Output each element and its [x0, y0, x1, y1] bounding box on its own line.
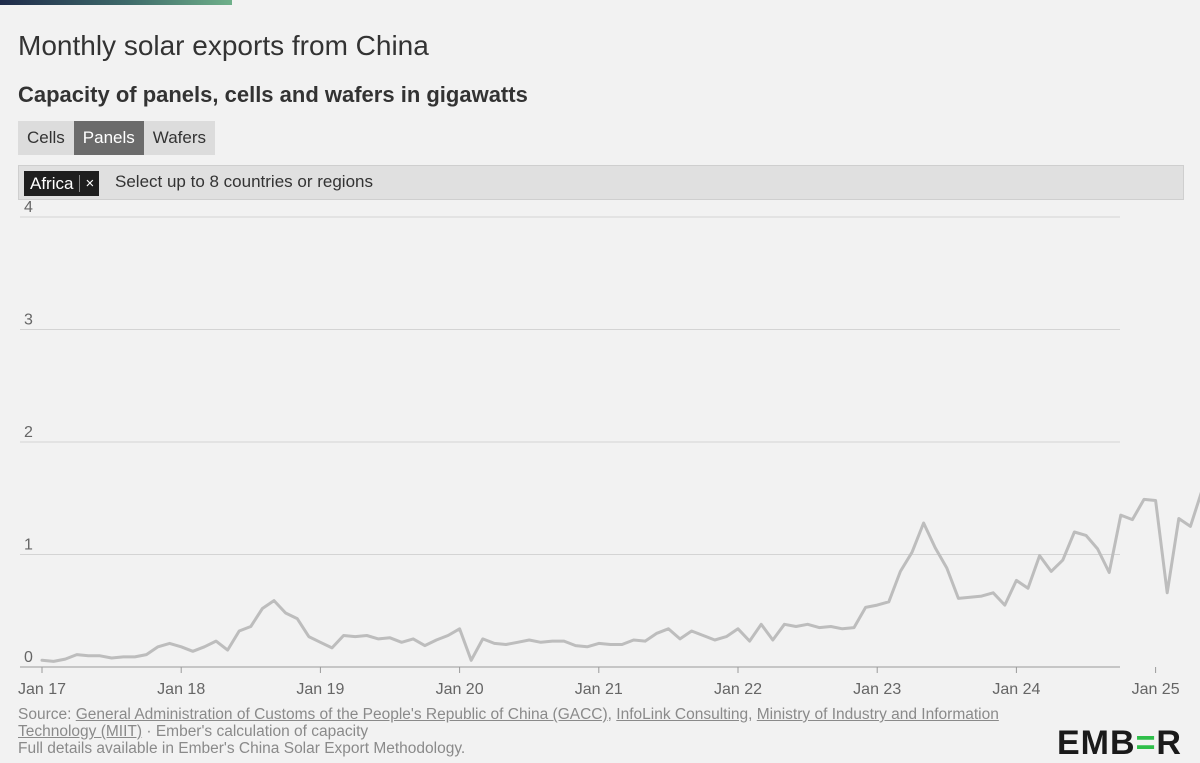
page-title: Monthly solar exports from China [18, 30, 429, 61]
y-axis-ticks: 0 1 2 3 4 [24, 200, 33, 666]
x-tick-label: Jan 24 [992, 681, 1040, 698]
logo-text-end: R [1156, 724, 1182, 762]
x-tick-label: Jan 17 [18, 681, 66, 698]
tab-cells[interactable]: Cells [18, 121, 74, 155]
chip-divider [79, 175, 81, 192]
y-tick-label: 3 [24, 312, 33, 329]
methodology-note: Full details available in Ember's China … [18, 740, 466, 757]
source-link-miit[interactable]: Ministry of Industry and Information Tec… [18, 706, 999, 740]
source-prefix: Source: [18, 706, 76, 723]
x-tick-label: Jan 19 [296, 681, 344, 698]
page-subtitle: Capacity of panels, cells and wafers in … [18, 82, 528, 107]
chart-series: Africa [40, 491, 1200, 663]
tab-panels[interactable]: Panels [73, 121, 144, 155]
close-icon[interactable]: × [85, 175, 95, 192]
source-note: Source: General Administration of Custom… [18, 706, 1018, 757]
source-link-gacc[interactable]: General Administration of Customs of the… [75, 706, 608, 723]
logo-e-mark: = [1135, 724, 1157, 762]
tab-wafers[interactable]: Wafers [143, 121, 215, 155]
x-tick-label: Jan 18 [157, 681, 205, 698]
x-tick-label: Jan 21 [575, 681, 623, 698]
chip-label: Africa [30, 173, 74, 193]
source-separator: , [748, 706, 757, 723]
region-selector[interactable]: Africa × Select up to 8 countries or reg… [18, 165, 1184, 200]
chart-gridlines [20, 216, 1120, 668]
source-suffix: · Ember's calculation of capacity [142, 723, 369, 740]
source-link-infolink[interactable]: InfoLink Consulting [616, 706, 749, 723]
logo-text-start: EMB [1057, 724, 1136, 762]
product-tabs: Cells Panels Wafers [18, 121, 215, 155]
x-tick-label: Jan 22 [714, 681, 762, 698]
x-tick-label: Jan 25 [1132, 681, 1180, 698]
y-tick-label: 1 [24, 537, 33, 554]
y-tick-label: 0 [24, 649, 33, 666]
y-tick-label: 2 [24, 424, 33, 441]
selector-placeholder: Select up to 8 countries or regions [115, 172, 373, 191]
header-accent-bar [0, 0, 232, 5]
x-tick-label: Jan 23 [853, 681, 901, 698]
source-separator: , [607, 706, 617, 723]
series-line-africa [40, 491, 1200, 663]
ember-logo: EMB=R [1057, 724, 1182, 763]
x-axis-ticks: Jan 17 Jan 18 Jan 19 Jan 20 Jan 21 Jan 22 Jan … [18, 667, 1180, 698]
x-tick-label: Jan 20 [436, 681, 484, 698]
selected-region-chip: Africa × [24, 171, 100, 196]
y-tick-label: 4 [24, 200, 33, 216]
